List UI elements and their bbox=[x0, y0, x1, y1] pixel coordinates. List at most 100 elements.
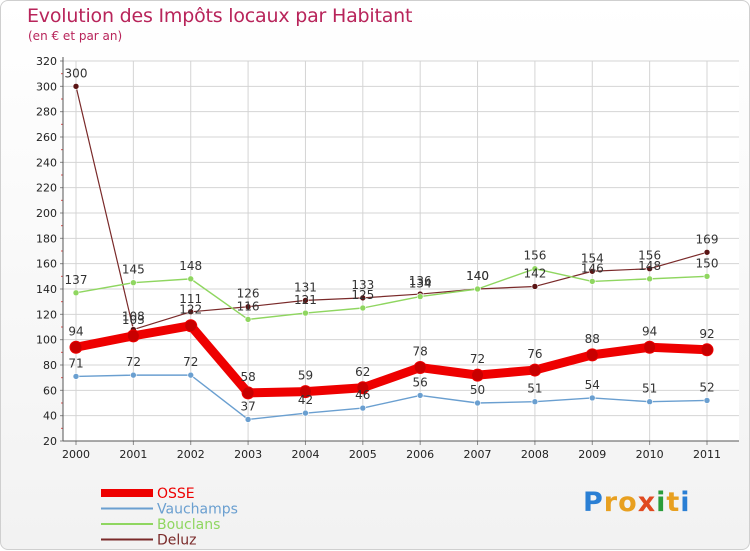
data-point-osse bbox=[298, 385, 312, 399]
y-tick-label: 140 bbox=[36, 283, 57, 296]
y-tick-label: 320 bbox=[36, 55, 57, 68]
data-label-bouclans: 116 bbox=[237, 299, 260, 313]
data-label-osse: 59 bbox=[298, 369, 313, 383]
data-point-deluz bbox=[703, 248, 711, 256]
data-label-vauchamps: 37 bbox=[240, 399, 255, 413]
x-tick-label: 2011 bbox=[693, 448, 721, 461]
x-tick-label: 2007 bbox=[464, 448, 492, 461]
data-label-deluz: 136 bbox=[409, 274, 432, 288]
data-point-osse bbox=[643, 340, 657, 354]
data-point-bouclans bbox=[416, 293, 424, 300]
data-point-bouclans bbox=[187, 275, 195, 283]
x-tick-label: 2002 bbox=[177, 448, 205, 461]
logo-letter: P bbox=[583, 487, 604, 518]
data-point-vauchamps bbox=[130, 371, 137, 379]
data-point-vauchamps bbox=[703, 397, 711, 404]
y-tick-label: 180 bbox=[36, 232, 57, 245]
series-line-deluz bbox=[75, 85, 708, 331]
data-label-deluz: 300 bbox=[65, 66, 88, 80]
data-label-osse: 94 bbox=[68, 324, 83, 338]
data-point-vauchamps bbox=[416, 392, 424, 399]
x-tick-label: 2008 bbox=[521, 448, 549, 461]
data-point-deluz bbox=[244, 303, 252, 311]
data-point-bouclans bbox=[244, 316, 252, 323]
data-point-vauchamps bbox=[72, 373, 80, 380]
y-tick-label: 280 bbox=[36, 106, 57, 119]
y-tick-label: 220 bbox=[36, 182, 57, 195]
y-tick-label: 200 bbox=[36, 207, 57, 220]
data-point-vauchamps bbox=[302, 409, 309, 417]
data-label-bouclans: 125 bbox=[351, 288, 374, 302]
x-tick-label: 2003 bbox=[234, 448, 262, 461]
data-point-osse bbox=[241, 386, 255, 400]
data-label-deluz: 142 bbox=[523, 266, 546, 280]
data-label-bouclans: 137 bbox=[65, 273, 88, 287]
data-label-deluz: 108 bbox=[122, 310, 145, 324]
data-point-bouclans bbox=[588, 278, 596, 285]
data-label-bouclans: 148 bbox=[179, 259, 202, 273]
data-label-vauchamps: 50 bbox=[470, 383, 485, 397]
y-tick-label: 160 bbox=[36, 258, 57, 271]
data-label-deluz: 126 bbox=[237, 287, 260, 301]
data-label-bouclans: 134 bbox=[409, 277, 432, 291]
data-point-osse bbox=[126, 329, 140, 343]
data-label-osse: 76 bbox=[527, 347, 542, 361]
data-point-osse bbox=[700, 343, 714, 357]
data-point-bouclans bbox=[72, 289, 80, 297]
data-point-bouclans bbox=[474, 285, 481, 293]
series-line-bouclans bbox=[75, 268, 708, 321]
data-label-deluz: 133 bbox=[351, 278, 374, 292]
data-point-bouclans bbox=[646, 275, 653, 283]
data-point-deluz bbox=[531, 283, 539, 290]
x-tick-label: 2000 bbox=[62, 448, 90, 461]
x-tick-label: 2004 bbox=[291, 448, 319, 461]
data-label-deluz: 156 bbox=[638, 249, 661, 263]
data-label-osse: 103 bbox=[122, 313, 145, 327]
data-label-bouclans: 150 bbox=[696, 256, 719, 270]
data-label-vauchamps: 52 bbox=[699, 380, 714, 394]
data-label-osse: 88 bbox=[585, 332, 600, 346]
data-label-osse: 72 bbox=[470, 352, 485, 366]
data-label-bouclans: 145 bbox=[122, 263, 145, 277]
data-point-vauchamps bbox=[646, 398, 653, 406]
data-point-deluz bbox=[588, 267, 596, 275]
data-point-deluz bbox=[359, 294, 367, 302]
data-label-deluz: 111 bbox=[179, 292, 202, 306]
logo-letter: o bbox=[618, 487, 638, 518]
x-tick-label: 2005 bbox=[349, 448, 377, 461]
data-point-bouclans bbox=[703, 273, 711, 280]
y-tick-label: 80 bbox=[43, 359, 57, 372]
legend-label-vauchamps: Vauchamps bbox=[157, 502, 238, 518]
data-label-deluz: 154 bbox=[581, 251, 604, 265]
y-tick-label: 40 bbox=[43, 410, 57, 423]
data-label-bouclans: 148 bbox=[638, 259, 661, 273]
logo-letter: r bbox=[603, 487, 619, 518]
data-label-vauchamps: 51 bbox=[642, 382, 657, 396]
data-label-osse: 78 bbox=[413, 345, 428, 359]
y-tick-label: 20 bbox=[43, 435, 57, 448]
data-label-vauchamps: 71 bbox=[68, 356, 83, 370]
logo-letter: i bbox=[680, 487, 691, 518]
data-point-osse bbox=[184, 319, 198, 333]
data-label-vauchamps: 42 bbox=[298, 393, 313, 407]
series-line-vauchamps bbox=[75, 374, 708, 421]
data-point-osse bbox=[413, 361, 427, 375]
data-label-bouclans: 140 bbox=[466, 269, 489, 283]
chart-subtitle: (en € et par an) bbox=[28, 29, 123, 43]
data-label-deluz: 131 bbox=[294, 280, 317, 294]
data-point-bouclans bbox=[359, 304, 367, 312]
x-tick-label: 2006 bbox=[406, 448, 434, 461]
data-label-deluz: 140 bbox=[466, 269, 489, 283]
data-point-osse bbox=[528, 363, 542, 377]
data-point-bouclans bbox=[302, 309, 309, 317]
y-tick-label: 300 bbox=[36, 80, 57, 93]
data-label-deluz: 169 bbox=[696, 232, 719, 246]
data-point-vauchamps bbox=[359, 404, 367, 412]
data-point-vauchamps bbox=[474, 399, 481, 407]
data-point-deluz bbox=[646, 265, 653, 273]
x-tick-label: 2001 bbox=[119, 448, 147, 461]
data-point-osse bbox=[585, 348, 599, 362]
data-point-osse bbox=[356, 381, 370, 395]
data-label-bouclans: 146 bbox=[581, 261, 604, 275]
